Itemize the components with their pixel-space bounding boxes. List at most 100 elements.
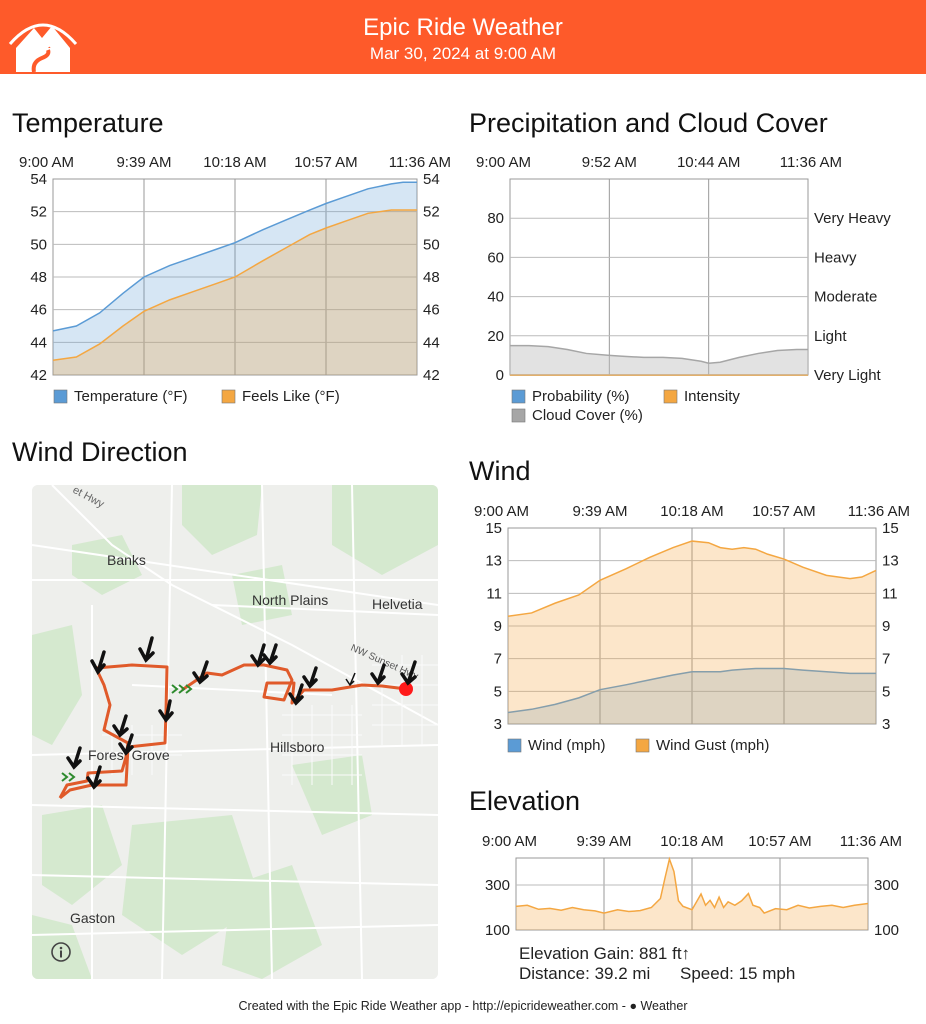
- temperature-y-tick-label: 54: [30, 171, 47, 188]
- temperature-section-title: Temperature: [12, 108, 164, 139]
- precipitation-section-title: Precipitation and Cloud Cover: [469, 108, 828, 139]
- elevation-y-tick-label-right: 300: [874, 877, 899, 894]
- precipitation-x-tick-label: 10:44 AM: [677, 154, 740, 171]
- precipitation-legend-swatch: [512, 409, 525, 422]
- precipitation-legend-label: Cloud Cover (%): [532, 407, 643, 424]
- precipitation-legend-swatch: [512, 390, 525, 403]
- apple-logo-icon: ●: [629, 999, 637, 1013]
- precipitation-y-tick-label-right: Light: [814, 328, 847, 345]
- precipitation-chart: 9:00 AM 9:52 AM 10:44 AM 11:36 AM 0 Very Ligh…: [460, 145, 926, 430]
- temperature-x-tick-label: 9:00 AM: [19, 154, 74, 171]
- temperature-x-tick-label: 9:39 AM: [116, 154, 171, 171]
- map-label-banks: Banks: [107, 552, 146, 568]
- temperature-y-tick-label-right: 44: [423, 334, 440, 351]
- distance: Distance: 39.2 mi: [519, 964, 650, 984]
- wind-direction-section-title: Wind Direction: [12, 437, 188, 468]
- precipitation-y-tick-label-right: Moderate: [814, 289, 877, 306]
- temperature-legend-swatch: [222, 390, 235, 403]
- wind-x-tick-label: 10:57 AM: [752, 503, 815, 520]
- temperature-y-tick-label-right: 52: [423, 204, 440, 221]
- temperature-y-tick-label: 42: [30, 367, 47, 384]
- temperature-y-tick-label: 46: [30, 302, 47, 319]
- ride-datetime: Mar 30, 2024 at 9:00 AM: [0, 44, 926, 64]
- map-label-gaston: Gaston: [70, 910, 115, 926]
- precipitation-plot-area: [510, 179, 808, 375]
- footer-text: Created with the Epic Ride Weather app -…: [239, 999, 630, 1013]
- elevation-y-tick-label: 300: [485, 877, 510, 894]
- temperature-y-tick-label-right: 42: [423, 367, 440, 384]
- wind-y-tick-label-right: 9: [882, 618, 890, 635]
- temperature-y-tick-label-right: 46: [423, 302, 440, 319]
- precipitation-y-tick-label-right: Heavy: [814, 249, 857, 266]
- elevation-x-tick-label: 10:18 AM: [660, 833, 723, 850]
- precipitation-x-tick-label: 9:52 AM: [582, 154, 637, 171]
- temperature-y-tick-label: 52: [30, 204, 47, 221]
- wind-chart: 9:00 AM 9:39 AM 10:18 AM 10:57 AM 11:36 AM3 3…: [460, 494, 926, 759]
- wind-y-tick-label-right: 15: [882, 520, 899, 537]
- temperature-y-tick-label-right: 54: [423, 171, 440, 188]
- temperature-y-tick-label-right: 50: [423, 236, 440, 253]
- wind-legend-label: Wind (mph): [528, 737, 606, 754]
- temperature-x-tick-label: 11:36 AM: [389, 154, 451, 171]
- footer-weather: Weather: [640, 999, 687, 1013]
- wind-y-tick-label: 15: [485, 520, 502, 537]
- wind-y-tick-label-right: 3: [882, 716, 890, 733]
- wind-x-tick-label: 10:18 AM: [660, 503, 723, 520]
- precipitation-legend-label: Probability (%): [532, 388, 630, 405]
- temperature-legend-swatch: [54, 390, 67, 403]
- precipitation-y-tick-label: 20: [487, 328, 504, 345]
- temperature-y-tick-label: 48: [30, 269, 47, 286]
- speed: Speed: 15 mph: [680, 964, 795, 984]
- map-canvas: et Hwy Banks North Plains Helvetia NW Su…: [32, 485, 438, 979]
- elevation-y-tick-label-right: 100: [874, 922, 899, 939]
- elevation-chart: 9:00 AM 9:39 AM 10:18 AM 10:57 AM 11:36 AM 10…: [460, 825, 926, 940]
- elevation-section-title: Elevation: [469, 786, 580, 817]
- app-header: Epic Ride Weather Mar 30, 2024 at 9:00 A…: [0, 0, 926, 74]
- temperature-x-tick-label: 10:57 AM: [294, 154, 357, 171]
- precipitation-legend-swatch: [664, 390, 677, 403]
- temperature-legend-label: Temperature (°F): [74, 388, 188, 405]
- temperature-y-tick-label-right: 48: [423, 269, 440, 286]
- end-point-dot-icon: [399, 682, 413, 696]
- info-icon[interactable]: [50, 941, 72, 963]
- wind-x-tick-label: 9:39 AM: [572, 503, 627, 520]
- wind-y-tick-label: 11: [486, 585, 502, 602]
- precipitation-y-tick-label-right: Very Light: [814, 367, 882, 384]
- wind-y-tick-label-right: 7: [882, 651, 890, 668]
- precipitation-y-tick-label: 40: [487, 289, 504, 306]
- elevation-y-tick-label: 100: [485, 922, 510, 939]
- precipitation-x-tick-label: 9:00 AM: [476, 154, 531, 171]
- wind-y-tick-label: 13: [485, 553, 502, 570]
- elevation-x-tick-label: 10:57 AM: [748, 833, 811, 850]
- elevation-x-tick-label: 9:00 AM: [482, 833, 537, 850]
- temperature-y-tick-label: 44: [30, 334, 47, 351]
- wind-y-tick-label: 7: [494, 651, 502, 668]
- elevation-x-tick-label: 9:39 AM: [576, 833, 631, 850]
- wind-legend-swatch: [636, 739, 649, 752]
- temperature-x-tick-label: 10:18 AM: [203, 154, 266, 171]
- wind-y-tick-label: 9: [494, 618, 502, 635]
- footer: Created with the Epic Ride Weather app -…: [0, 999, 926, 1013]
- temperature-legend-label: Feels Like (°F): [242, 388, 340, 405]
- wind-legend-swatch: [508, 739, 521, 752]
- map-label-helvetia: Helvetia: [372, 596, 423, 612]
- map-label-north-plains: North Plains: [252, 592, 328, 608]
- precipitation-y-tick-label: 0: [496, 367, 504, 384]
- wind-x-tick-label: 11:36 AM: [848, 503, 910, 520]
- wind-x-tick-label: 9:00 AM: [474, 503, 529, 520]
- wind-section-title: Wind: [469, 456, 531, 487]
- precipitation-x-tick-label: 11:36 AM: [780, 154, 842, 171]
- temperature-chart: 9:00 AM 9:39 AM 10:18 AM 10:57 AM 11:36 AM 42…: [0, 145, 460, 415]
- temperature-y-tick-label: 50: [30, 236, 47, 253]
- map-label-hillsboro: Hillsboro: [270, 739, 325, 755]
- precipitation-y-tick-label-right: Very Heavy: [814, 210, 891, 227]
- elevation-gain: Elevation Gain: 881 ft↑: [519, 944, 690, 964]
- wind-direction-map[interactable]: et Hwy Banks North Plains Helvetia NW Su…: [32, 485, 438, 979]
- precipitation-legend-label: Intensity: [684, 388, 740, 405]
- wind-y-tick-label-right: 11: [882, 585, 898, 602]
- precipitation-y-tick-label: 60: [487, 249, 504, 266]
- wind-y-tick-label-right: 5: [882, 683, 890, 700]
- wind-y-tick-label: 5: [494, 683, 502, 700]
- wind-legend-label: Wind Gust (mph): [656, 737, 769, 754]
- precipitation-y-tick-label: 80: [487, 210, 504, 227]
